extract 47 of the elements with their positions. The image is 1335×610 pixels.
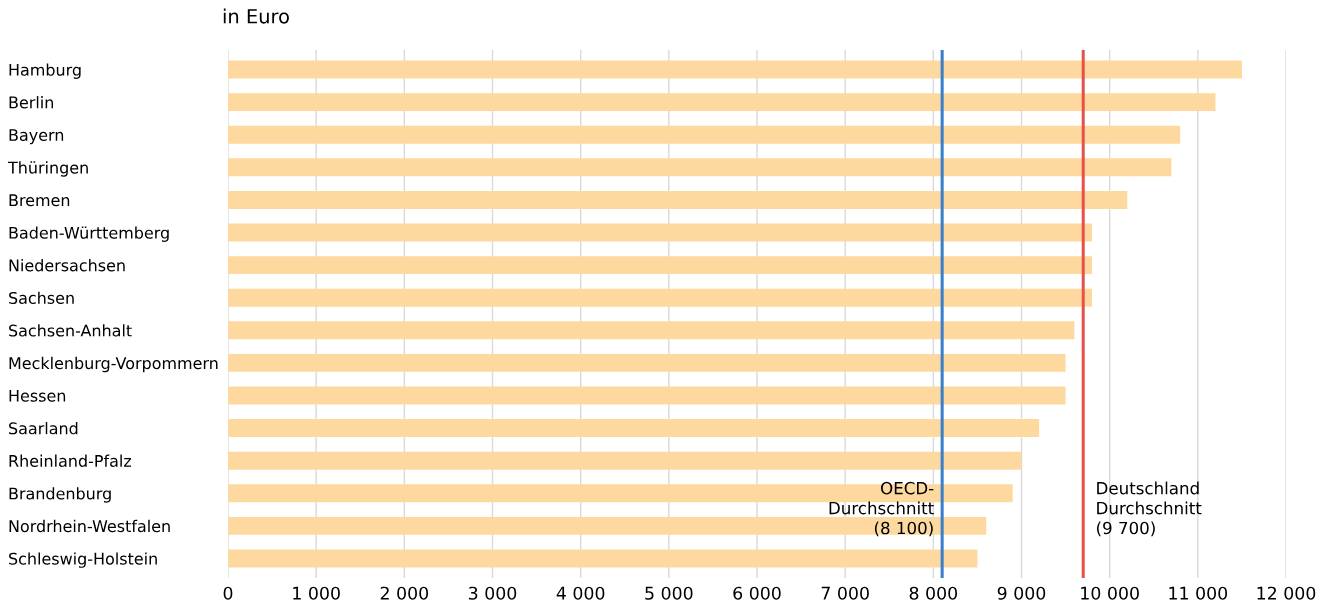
ref-line-label: Deutschland Durchschnitt (9 700) xyxy=(1096,481,1202,537)
y-tick-label: Thüringen xyxy=(7,161,88,177)
y-tick-label: Bayern xyxy=(9,129,64,145)
bar xyxy=(228,60,1242,79)
y-tick-label: Hessen xyxy=(9,389,66,402)
x-tick-label: 0 xyxy=(223,586,233,600)
x-tick-label: 7 000 xyxy=(821,586,869,600)
bar xyxy=(228,386,1066,405)
y-tick-label: Hamburg xyxy=(9,63,81,79)
x-tick-label: 1 000 xyxy=(293,586,340,600)
bar xyxy=(228,256,1093,275)
x-tick-label: 12 000 xyxy=(1257,586,1316,600)
y-tick-label: Saarland xyxy=(9,422,78,435)
bar xyxy=(228,93,1216,112)
y-tick-label: Schleswig-Holstein xyxy=(9,552,157,568)
y-tick-label: Nordrhein-Westfalen xyxy=(9,519,170,533)
bar xyxy=(228,451,1022,470)
x-tick-label: 9 000 xyxy=(997,586,1046,600)
bar xyxy=(228,419,1040,438)
x-tick-label: 2 000 xyxy=(380,586,429,600)
y-tick-label: Bremen xyxy=(9,194,70,207)
y-tick-label: Baden-Württemberg xyxy=(9,226,169,242)
y-tick-label: Mecklenburg-Vorpommern xyxy=(9,356,218,373)
bar xyxy=(228,516,987,535)
bar xyxy=(228,158,1172,177)
y-tick-label: Sachsen xyxy=(9,291,74,304)
x-tick-label: 8 000 xyxy=(909,586,958,600)
x-tick-label: 11 000 xyxy=(1169,586,1228,600)
y-tick-label: Rheinland-Pfalz xyxy=(9,454,132,467)
bar xyxy=(228,190,1128,209)
bar xyxy=(228,288,1093,307)
chart-title: in Euro xyxy=(223,8,289,24)
y-tick-label: Brandenburg xyxy=(9,487,111,503)
x-tick-label: 4 000 xyxy=(556,586,605,600)
bar xyxy=(228,549,978,568)
x-tick-label: 6 000 xyxy=(733,586,781,600)
y-tick-label: Berlin xyxy=(9,96,53,109)
bar xyxy=(228,223,1093,242)
bar xyxy=(228,321,1075,340)
x-tick-label: 10 000 xyxy=(1081,586,1139,600)
bar xyxy=(228,353,1066,372)
ref-line-label: OECD- Durchschnitt (8 100) xyxy=(829,481,934,537)
y-tick-label: Niedersachsen xyxy=(9,259,125,272)
y-tick-label: Sachsen-Anhalt xyxy=(9,324,132,337)
x-tick-label: 5 000 xyxy=(645,586,693,600)
bar xyxy=(228,125,1181,144)
x-tick-label: 3 000 xyxy=(468,586,517,600)
